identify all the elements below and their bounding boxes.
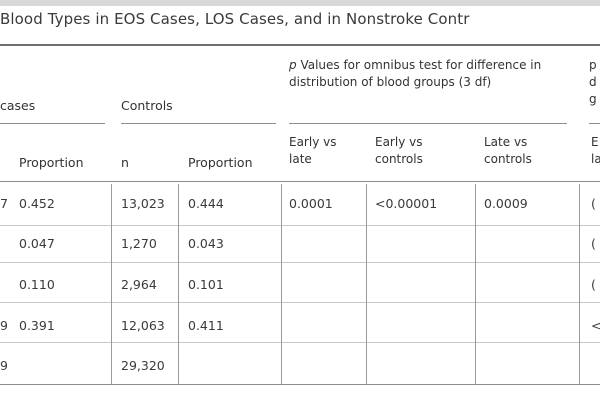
top-edge-shade (0, 0, 600, 6)
subheader-early-vs-late: Early vs late (289, 135, 337, 166)
row3-edge-fragment: ( (591, 277, 596, 292)
table-title: Blood Types in EOS Cases, LOS Cases, and… (0, 10, 470, 28)
row3-controls-n: 2,964 (121, 277, 157, 292)
row1-edge-fragment: ( (591, 196, 596, 211)
row1-proportion: 0.452 (19, 196, 55, 211)
row4-controls-n: 12,063 (121, 318, 165, 333)
controls-group-rule (121, 123, 276, 124)
column-separator-3 (281, 184, 282, 384)
row4-n-fragment: 9 (0, 318, 8, 333)
group-header-pvalues: p Values for omnibus test for difference… (289, 57, 557, 91)
row3-proportion: 0.110 (19, 277, 55, 292)
column-separator-4 (366, 184, 367, 384)
subheader-early-vs-controls: Early vs controls (375, 135, 423, 166)
group-header-controls: Controls (121, 98, 173, 113)
header-bottom-rule (0, 181, 600, 182)
column-separator-1 (111, 184, 112, 384)
pvalue-header-text: Values for omnibus test for difference i… (289, 58, 542, 89)
pvalue-group-rule (289, 123, 567, 124)
subheader-n-controls: n (121, 155, 129, 170)
row2-proportion: 0.047 (19, 236, 55, 251)
group-header-cases: cases (0, 98, 36, 113)
row1-controls-n: 13,023 (121, 196, 165, 211)
row3-rule (0, 302, 600, 303)
subheader-late-vs-controls: Late vs controls (484, 135, 532, 166)
row4-rule (0, 342, 600, 343)
column-separator-2 (178, 184, 179, 384)
row2-controls-n: 1,270 (121, 236, 157, 251)
row5-n-fragment: 9 (0, 358, 8, 373)
cases-group-rule (0, 123, 105, 124)
subheader-next-fragment: E la (591, 135, 600, 166)
group-header-next-fragment: p d g (589, 58, 597, 106)
table-bottom-rule (0, 384, 600, 385)
row1-n-fragment: 7 (0, 196, 8, 211)
row1-p-late-vs-controls: 0.0009 (484, 196, 528, 211)
subheader-proportion-cases: Proportion (19, 155, 84, 170)
next-group-rule (589, 123, 600, 124)
row1-rule (0, 225, 600, 226)
column-separator-6 (579, 184, 580, 384)
row3-controls-proportion: 0.101 (188, 277, 224, 292)
row1-p-early-vs-controls: <0.00001 (375, 196, 438, 211)
row4-proportion: 0.391 (19, 318, 55, 333)
row4-controls-proportion: 0.411 (188, 318, 224, 333)
column-separator-5 (475, 184, 476, 384)
row1-p-early-vs-late: 0.0001 (289, 196, 333, 211)
row2-rule (0, 262, 600, 263)
row2-controls-proportion: 0.043 (188, 236, 224, 251)
row5-controls-n: 29,320 (121, 358, 165, 373)
subheader-proportion-controls: Proportion (188, 155, 253, 170)
p-italic: p (289, 58, 297, 72)
title-rule (0, 44, 600, 46)
row1-controls-proportion: 0.444 (188, 196, 224, 211)
row4-edge-fragment: < (591, 318, 600, 333)
row2-edge-fragment: ( (591, 236, 596, 251)
